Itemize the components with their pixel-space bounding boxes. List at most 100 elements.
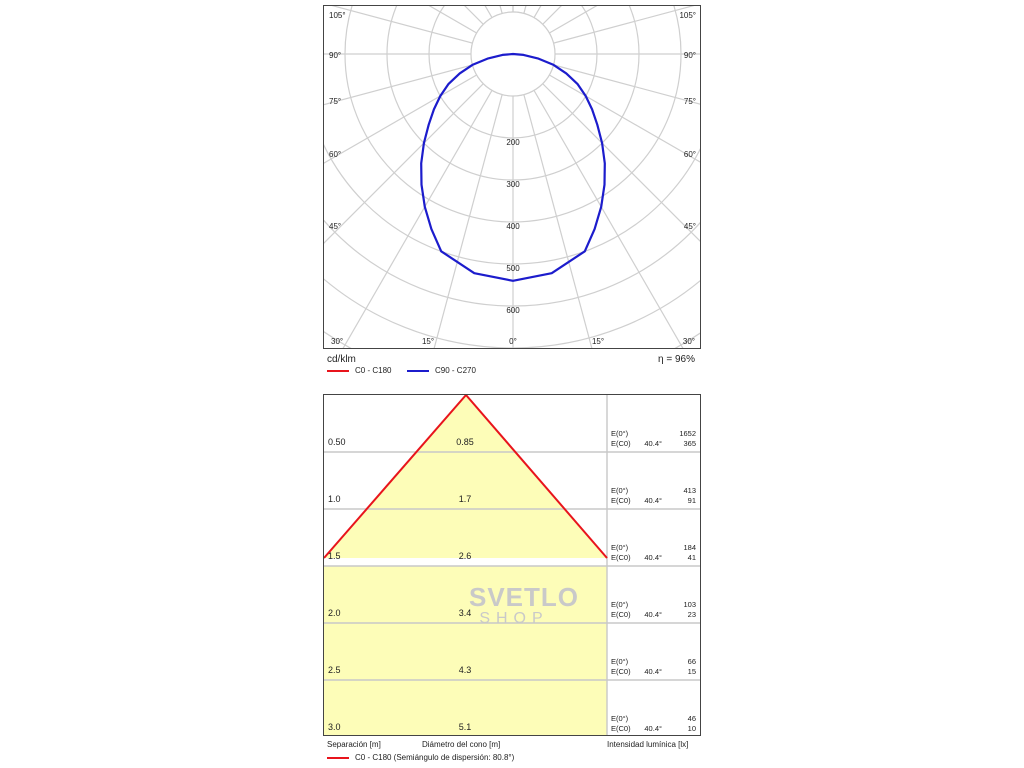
cone-rows: 0.50 0.85 E(0°) 1652 E(C0) 40.4° 365 1.0 1.7 E(0°… — [328, 429, 696, 733]
polar-diagram: 200 300 400 500 600 105° 105° 90° 90° 75… — [323, 5, 701, 349]
legend-c0-c180: C0 - C180 — [327, 366, 391, 375]
polar-spoke — [342, 53, 514, 348]
cone-diameter-value: 5.1 — [459, 722, 472, 732]
polar-radial-labels: 200 300 400 500 600 — [506, 138, 520, 315]
ec0-value: 41 — [688, 553, 696, 562]
ec0-value: 365 — [683, 439, 696, 448]
svetlo-shop-watermark: SVETLO SHOP — [469, 582, 580, 628]
radial-label: 400 — [506, 222, 520, 231]
cone-fill — [324, 566, 607, 735]
ec0-label: E(C0) — [611, 610, 631, 619]
legend-label: C0 - C180 — [355, 366, 392, 375]
polar-spoke — [512, 6, 598, 55]
separation-value: 3.0 — [328, 722, 341, 732]
angle-label-right: 75° — [684, 97, 696, 106]
legend-label: C90 - C270 — [435, 366, 476, 375]
polar-footer: cd/klm η = 96% C0 - C180 C90 - C270 — [323, 352, 701, 378]
angle-label-bottom: 30° — [331, 337, 343, 346]
ec0-angle: 40.4° — [644, 553, 662, 562]
polar-spoke — [331, 6, 514, 55]
header-diameter: Diámetro del cono [m] — [422, 740, 501, 749]
polar-spoke — [512, 53, 593, 348]
ec0-label: E(C0) — [611, 724, 631, 733]
radial-label: 200 — [506, 138, 520, 147]
ec0-value: 91 — [688, 496, 696, 505]
cone-diameter-value: 3.4 — [459, 608, 472, 618]
watermark-line1: SVETLO — [469, 582, 580, 612]
angle-label-left: 45° — [329, 222, 341, 231]
radial-label: 500 — [506, 264, 520, 273]
cone-diagram: 0.50 0.85 E(0°) 1652 E(C0) 40.4° 365 1.0 1.7 E(0°… — [323, 394, 701, 736]
e0-label: E(0°) — [611, 600, 629, 609]
polar-spoke — [428, 6, 514, 55]
separation-value: 2.0 — [328, 608, 341, 618]
separation-value: 0.50 — [328, 437, 346, 447]
polar-spoke — [324, 53, 514, 106]
cone-legend-label: C0 - C180 (Semiángulo de dispersión: 80.… — [355, 753, 515, 762]
angle-label-right: 105° — [679, 11, 696, 20]
ec0-angle: 40.4° — [644, 496, 662, 505]
e0-label: E(0°) — [611, 543, 629, 552]
ec0-value: 10 — [688, 724, 696, 733]
unit-label: cd/klm — [327, 354, 356, 365]
ec0-label: E(C0) — [611, 496, 631, 505]
ec0-value: 15 — [688, 667, 696, 676]
separation-value: 1.0 — [328, 494, 341, 504]
header-intensity: Intensidad lumínica [lx] — [607, 740, 689, 749]
polar-curve-c90-c270 — [420, 52, 606, 282]
cone-plot: 0.50 0.85 E(0°) 1652 E(C0) 40.4° 365 1.0 1.7 E(0°… — [324, 395, 700, 735]
angle-label-right: 60° — [684, 150, 696, 159]
cone-footer: Separación [m] Diámetro del cono [m] Int… — [323, 738, 701, 766]
e0-value: 184 — [683, 543, 696, 552]
radial-label: 300 — [506, 180, 520, 189]
polar-spoke — [324, 53, 514, 164]
header-separation: Separación [m] — [327, 740, 381, 749]
ec0-angle: 40.4° — [644, 610, 662, 619]
polar-spoke — [512, 53, 700, 105]
watermark-line2: SHOP — [479, 610, 549, 627]
angle-label-bottom: 15° — [592, 337, 604, 346]
angle-label-right: 90° — [684, 51, 696, 60]
cone-fill — [324, 395, 607, 558]
legend-line-red — [327, 369, 349, 372]
polar-spoke — [512, 6, 562, 55]
polar-spoke — [512, 53, 700, 163]
radial-label: 600 — [506, 306, 520, 315]
angle-label-left: 90° — [329, 51, 341, 60]
e0-label: E(0°) — [611, 486, 629, 495]
separation-value: 2.5 — [328, 665, 341, 675]
e0-value: 46 — [688, 714, 696, 723]
ec0-value: 23 — [688, 610, 696, 619]
e0-label: E(0°) — [611, 429, 629, 438]
polar-spoke — [512, 53, 700, 242]
e0-value: 66 — [688, 657, 696, 666]
angle-label-left: 60° — [329, 150, 341, 159]
polar-spoke — [324, 53, 514, 244]
e0-value: 413 — [683, 486, 696, 495]
ec0-angle: 40.4° — [644, 667, 662, 676]
polar-spoke — [464, 6, 514, 55]
legend-line-red — [327, 756, 349, 759]
ec0-label: E(C0) — [611, 667, 631, 676]
angle-label-left: 105° — [329, 11, 346, 20]
polar-spoke — [433, 53, 514, 348]
cone-edge-left — [324, 395, 467, 559]
polar-grid — [324, 6, 700, 348]
angle-label-bottom: 0° — [509, 337, 517, 346]
legend-c90-c270: C90 - C270 — [407, 366, 476, 375]
ec0-label: E(C0) — [611, 553, 631, 562]
ec0-angle: 40.4° — [644, 724, 662, 733]
polar-plot: 200 300 400 500 600 105° 105° 90° 90° 75… — [324, 6, 700, 348]
e0-label: E(0°) — [611, 657, 629, 666]
cone-edge-right — [465, 395, 608, 559]
cone-grid — [324, 395, 700, 735]
angle-label-bottom: 30° — [683, 337, 695, 346]
legend-line-blue — [407, 369, 429, 372]
angle-label-bottom: 15° — [422, 337, 434, 346]
e0-label: E(0°) — [611, 714, 629, 723]
cone-diameter-value: 2.6 — [459, 551, 472, 561]
efficiency-label: η = 96% — [658, 354, 695, 365]
separation-value: 1.5 — [328, 551, 341, 561]
polar-angle-labels: 105° 105° 90° 90° 75° 75° 60° 60° 45° 45… — [329, 11, 696, 346]
e0-value: 1652 — [679, 429, 696, 438]
